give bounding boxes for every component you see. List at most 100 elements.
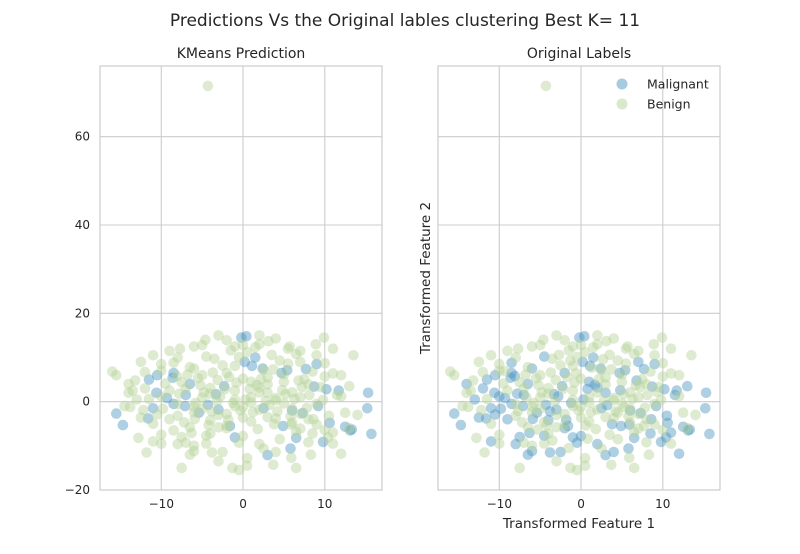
point-malignant [184,378,196,390]
point-benign [600,379,611,390]
point-malignant [489,409,501,420]
point-malignant [615,420,627,432]
point-malignant [559,367,570,379]
point-malignant [502,414,513,425]
point-malignant [510,438,521,450]
point-benign [303,379,314,390]
point-benign [184,449,196,461]
point-benign [641,437,652,448]
point-benign [561,371,573,383]
point-benign [518,437,530,449]
legend-label-benign: Benign [647,97,691,112]
point-benign [579,460,591,472]
point-benign [278,369,290,380]
point-benign [567,360,579,372]
point-malignant [540,399,552,411]
point-benign [285,410,296,422]
point-benign [653,381,664,393]
point-benign [541,419,552,431]
point-malignant [665,427,677,438]
point-benign [510,410,521,422]
point-benign [657,357,669,369]
grid-lines [438,66,720,491]
x-axis-label: Transformed Feature 1 [502,516,655,532]
point-malignant [339,421,351,433]
point-malignant [276,367,287,379]
point-malignant [517,400,529,412]
point-malignant [577,356,588,368]
point-benign [164,385,175,396]
point-malignant [151,387,162,399]
point-malignant [321,384,332,395]
point-malignant [526,363,538,374]
point-benign [608,333,619,344]
point-malignant [514,431,525,443]
point-benign [612,355,624,366]
point-malignant [704,428,715,440]
point-benign [633,392,644,403]
point-benign [237,339,249,351]
point-benign [317,394,329,406]
point-benign [575,412,587,423]
point-benign [596,364,607,376]
point-benign [649,419,660,430]
point-benign [610,406,621,417]
point-benign [526,401,538,412]
point-benign [563,345,575,356]
point-benign [184,422,196,433]
point-benign [673,369,685,381]
point-malignant [645,428,656,439]
point-malignant [366,428,377,440]
point-benign [543,388,554,400]
point-benign [514,462,525,474]
point-benign [323,410,335,422]
point-benign [147,350,159,361]
point-benign [172,352,183,363]
point-benign [262,372,273,383]
point-benign [209,353,220,365]
point-benign [567,394,579,406]
point-benign [201,430,212,442]
point-benign [462,401,474,413]
point-benign [278,398,290,409]
point-benign [510,352,521,363]
point-malignant [286,405,298,416]
point-benign [229,341,241,352]
point-benign [141,447,152,458]
point-benign [286,403,298,415]
point-malignant [473,412,485,423]
point-benign [623,410,634,422]
point-benign [327,343,339,355]
point-benign [543,428,554,439]
point-benign [522,422,534,433]
point-benign [156,358,167,370]
point-benign [534,403,546,415]
point-benign [533,380,544,391]
point-malignant [281,365,293,376]
point-malignant [489,369,501,381]
point-benign [593,373,605,385]
point-malignant [518,389,530,401]
point-benign [133,432,144,444]
point-benign [512,405,524,417]
point-malignant [631,375,642,386]
point-benign [129,375,141,386]
point-benign [254,404,265,415]
point-malignant [311,358,322,370]
point-benign [206,406,218,417]
point-benign [580,420,592,431]
point-benign [585,407,597,418]
point-benign [176,462,187,474]
point-benign [628,462,640,474]
point-benign [277,384,288,396]
point-benign [494,438,505,449]
point-malignant [168,367,179,379]
point-benign [156,365,167,377]
point-benign [156,438,167,449]
point-benign [592,330,603,341]
point-benign [604,349,615,361]
point-benign [608,395,619,406]
point-malignant [556,380,568,392]
point-benign [641,414,652,425]
point-benign [188,440,200,452]
